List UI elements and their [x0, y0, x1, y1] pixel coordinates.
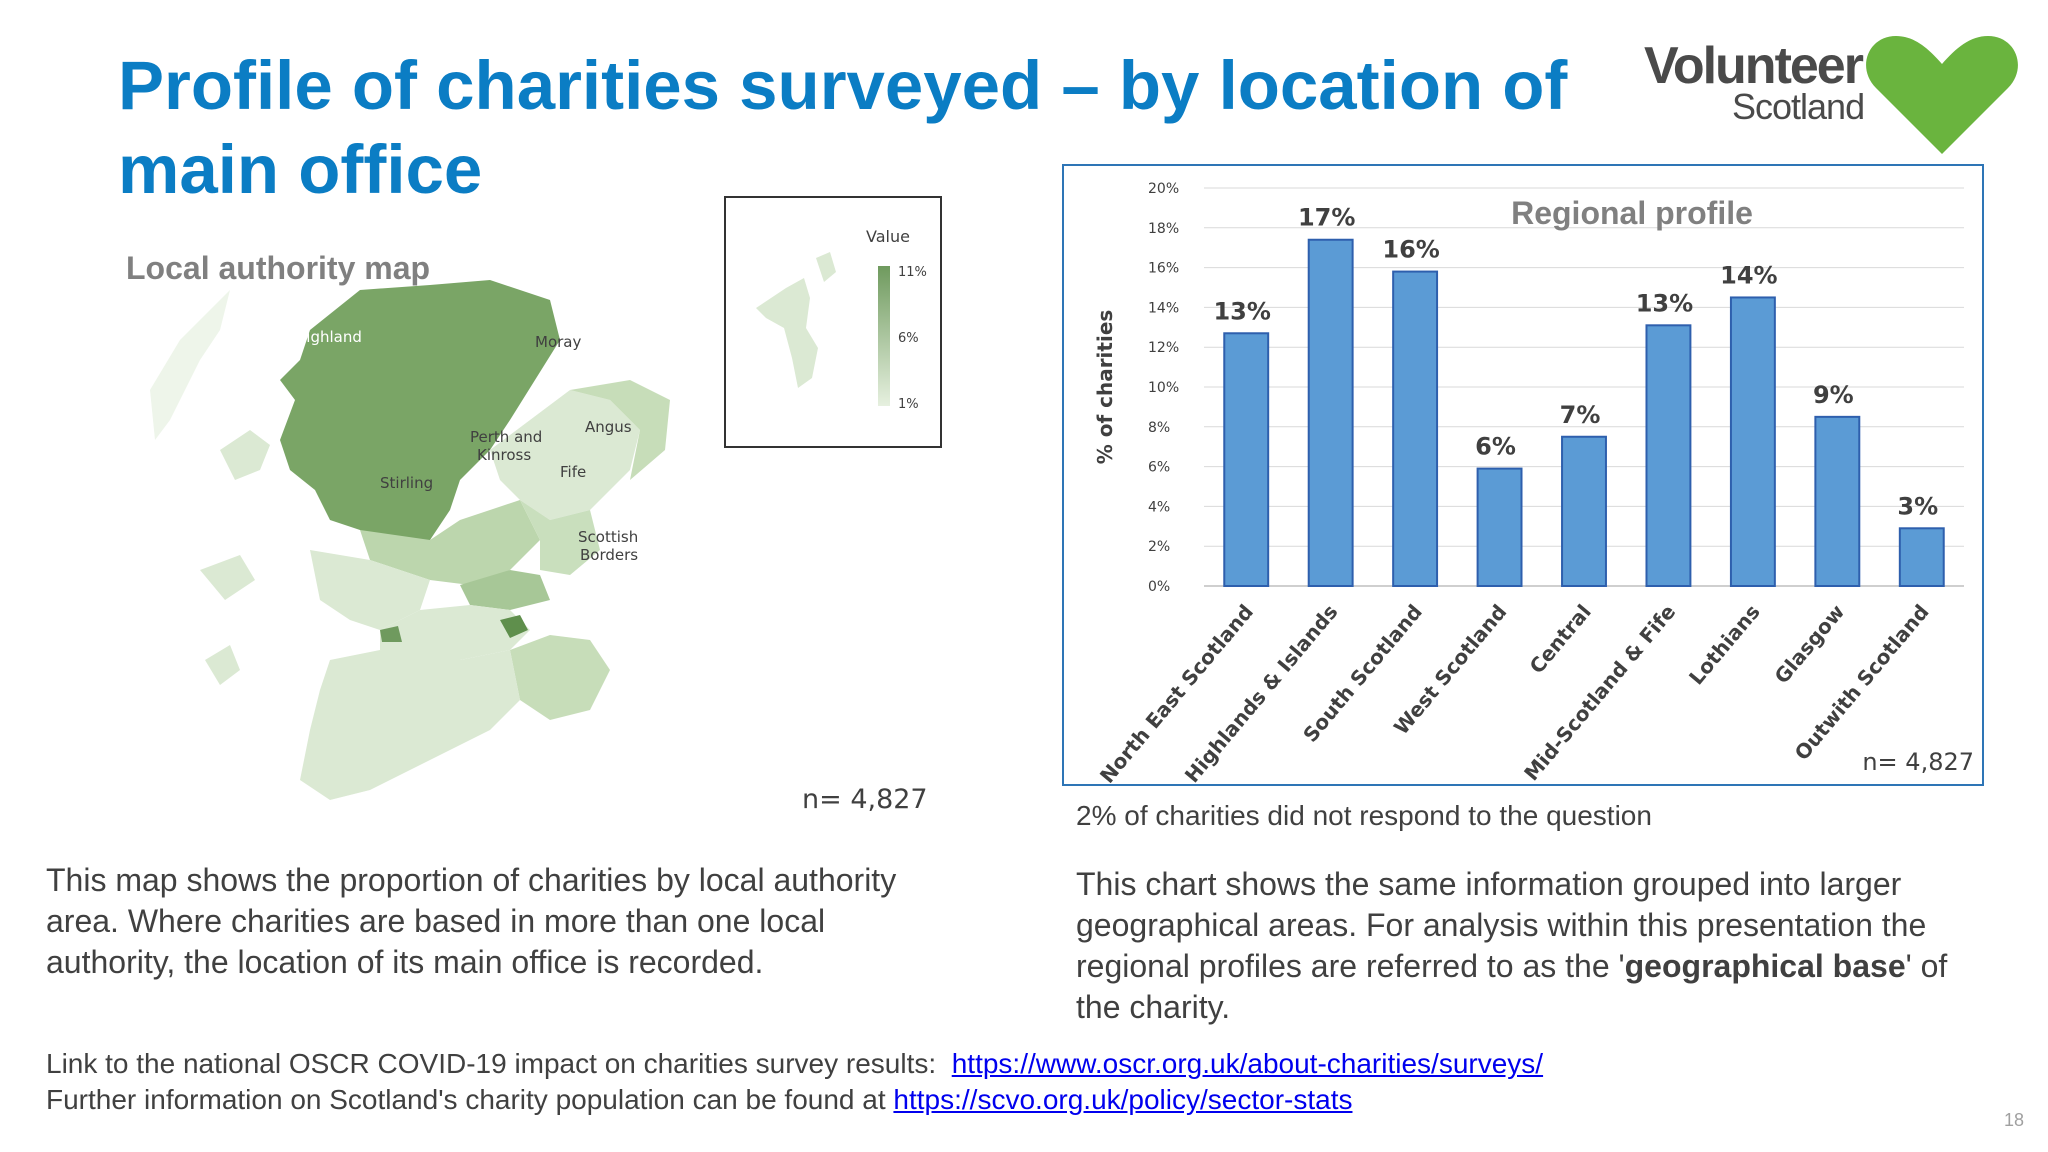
map-region-stirling [310, 550, 430, 630]
map-region-aberdeenshire [570, 380, 670, 480]
map-label-perth: Perth and [470, 428, 542, 446]
logo-text-line1: Volunteer [1644, 37, 1864, 95]
data-label: 14% [1720, 261, 1777, 289]
map-legend: Value 11% 6% 1% [724, 196, 942, 448]
data-label: 13% [1636, 289, 1693, 317]
map-region-mull [200, 555, 255, 600]
map-label-borders: Borders [580, 546, 638, 564]
y-tick-label: 14% [1148, 300, 1179, 316]
heart-icon [1866, 36, 2018, 154]
chart-sample-size: n= 4,827 [1862, 748, 1974, 776]
chart-explanation-part2: ' of the charity. [1076, 948, 1948, 1025]
y-tick-label: 20% [1148, 181, 1179, 197]
map-region-perth-kinross [360, 500, 540, 585]
map-label-stirling: Stirling [380, 474, 433, 492]
y-tick-label: 10% [1148, 380, 1179, 396]
map-region-glasgow [380, 626, 402, 642]
logo-text-line2: Scotland [1732, 86, 1865, 127]
bar-chart-svg: 0% 2% 4% 6% 8% 10% 12% 14% 16% 18% 20% Regional pro… [1093, 181, 1974, 784]
data-label: 6% [1475, 433, 1516, 461]
bar-south-scotland [1392, 270, 1439, 588]
bar-central [1561, 435, 1607, 587]
inset-shetland [756, 278, 818, 388]
chart-explanation-part1: This chart shows the same information gr… [1076, 866, 1927, 984]
map-label-kinross: Kinross [477, 446, 531, 464]
legend-tick-low: 1% [898, 397, 919, 412]
x-tick-label: Central [1525, 600, 1596, 678]
map-label-highland: Highland [295, 328, 362, 346]
map-region-skye [220, 430, 270, 480]
oscr-link-line: Link to the national OSCR COVID-19 impac… [46, 1046, 1543, 1082]
scvo-link-line: Further information on Scotland's charit… [46, 1082, 1543, 1118]
map-region-central-belt [380, 605, 530, 660]
bar-north-east-scotland [1223, 332, 1270, 587]
links-section: Link to the national OSCR COVID-19 impac… [46, 1046, 1543, 1118]
scotland-map: Highland Moray Angus Perth and Kinross F… [150, 280, 670, 800]
legend-tick-high: 11% [898, 265, 927, 280]
bar-outwith-scotland [1898, 527, 1945, 588]
map-explanation: This map shows the proportion of chariti… [46, 862, 897, 980]
x-tick-label: Highlands & Islands [1180, 600, 1343, 784]
page-number: 18 [2004, 1110, 2025, 1130]
data-label: 3% [1897, 492, 1938, 520]
y-tick-label: 4% [1148, 499, 1170, 515]
x-tick-label: North East Scotland [1095, 600, 1258, 784]
map-region-south-west [300, 650, 520, 800]
y-tick-label: 8% [1148, 420, 1170, 436]
x-tick-label: Lothians [1684, 600, 1765, 690]
regional-profile-chart: 0% 2% 4% 6% 8% 10% 12% 14% 16% 18% 20% Regional pro… [1062, 164, 1984, 786]
map-sample-size: n= 4,827 [802, 784, 928, 815]
bar-lothians [1729, 296, 1776, 587]
map-region-moray [490, 390, 640, 520]
x-tick-label: Glasgow [1770, 600, 1850, 688]
chart-explanation: This chart shows the same information gr… [1076, 864, 1976, 1028]
map-region-fife [460, 570, 550, 610]
y-tick-label: 0% [1148, 579, 1170, 595]
legend-color-ramp [878, 266, 890, 406]
bar-highlands-islands [1307, 238, 1354, 588]
y-tick-label: 2% [1148, 539, 1170, 555]
data-label: 13% [1213, 297, 1270, 325]
map-region-scottish-borders [510, 635, 610, 720]
oscr-link[interactable]: https://www.oscr.org.uk/about-charities/… [951, 1048, 1544, 1079]
oscr-link-label: Link to the national OSCR COVID-19 impac… [46, 1048, 937, 1079]
scvo-link-label: Further information on Scotland's charit… [46, 1084, 886, 1115]
data-label: 16% [1382, 236, 1439, 264]
map-region-angus [520, 500, 600, 575]
legend-title: Value [866, 227, 910, 246]
data-label: 9% [1813, 381, 1854, 409]
volunteer-scotland-logo: Volunteer Scotland [1640, 28, 2020, 168]
bar-mid-scotland-fife [1645, 324, 1692, 587]
map-label-fife: Fife [560, 463, 586, 481]
legend-tick-mid: 6% [898, 331, 919, 346]
inset-shetland-north [816, 252, 836, 282]
bar-west-scotland [1476, 467, 1523, 587]
map-region-edinburgh [500, 615, 528, 638]
y-axis-label: % of charities [1093, 310, 1117, 465]
scvo-link[interactable]: https://scvo.org.uk/policy/sector-stats [893, 1084, 1353, 1115]
map-legend-graphic: Value 11% 6% 1% [756, 227, 927, 412]
y-tick-label: 6% [1148, 460, 1170, 476]
map-label-angus: Angus [585, 418, 632, 436]
chart-explanation-bold: geographical base [1624, 948, 1906, 984]
map-region-western-isles [150, 290, 230, 440]
chart-title: Regional profile [1511, 195, 1753, 231]
y-tick-label: 12% [1148, 340, 1179, 356]
y-tick-label: 16% [1148, 261, 1179, 277]
data-label: 7% [1560, 401, 1601, 429]
map-label: Local authority map [126, 250, 431, 286]
data-label: 17% [1298, 204, 1355, 232]
map-label-moray: Moray [535, 333, 581, 351]
x-tick-label: Mid-Scotland & Fife [1519, 600, 1680, 784]
bar-glasgow [1814, 415, 1861, 587]
y-tick-label: 18% [1148, 221, 1179, 237]
page-title: Profile of charities surveyed – by locat… [118, 47, 1568, 208]
map-label-scottish: Scottish [578, 528, 638, 546]
map-region-highland [280, 280, 560, 550]
map-region-islay [205, 645, 240, 685]
no-response-note: 2% of charities did not respond to the q… [1076, 800, 1652, 831]
